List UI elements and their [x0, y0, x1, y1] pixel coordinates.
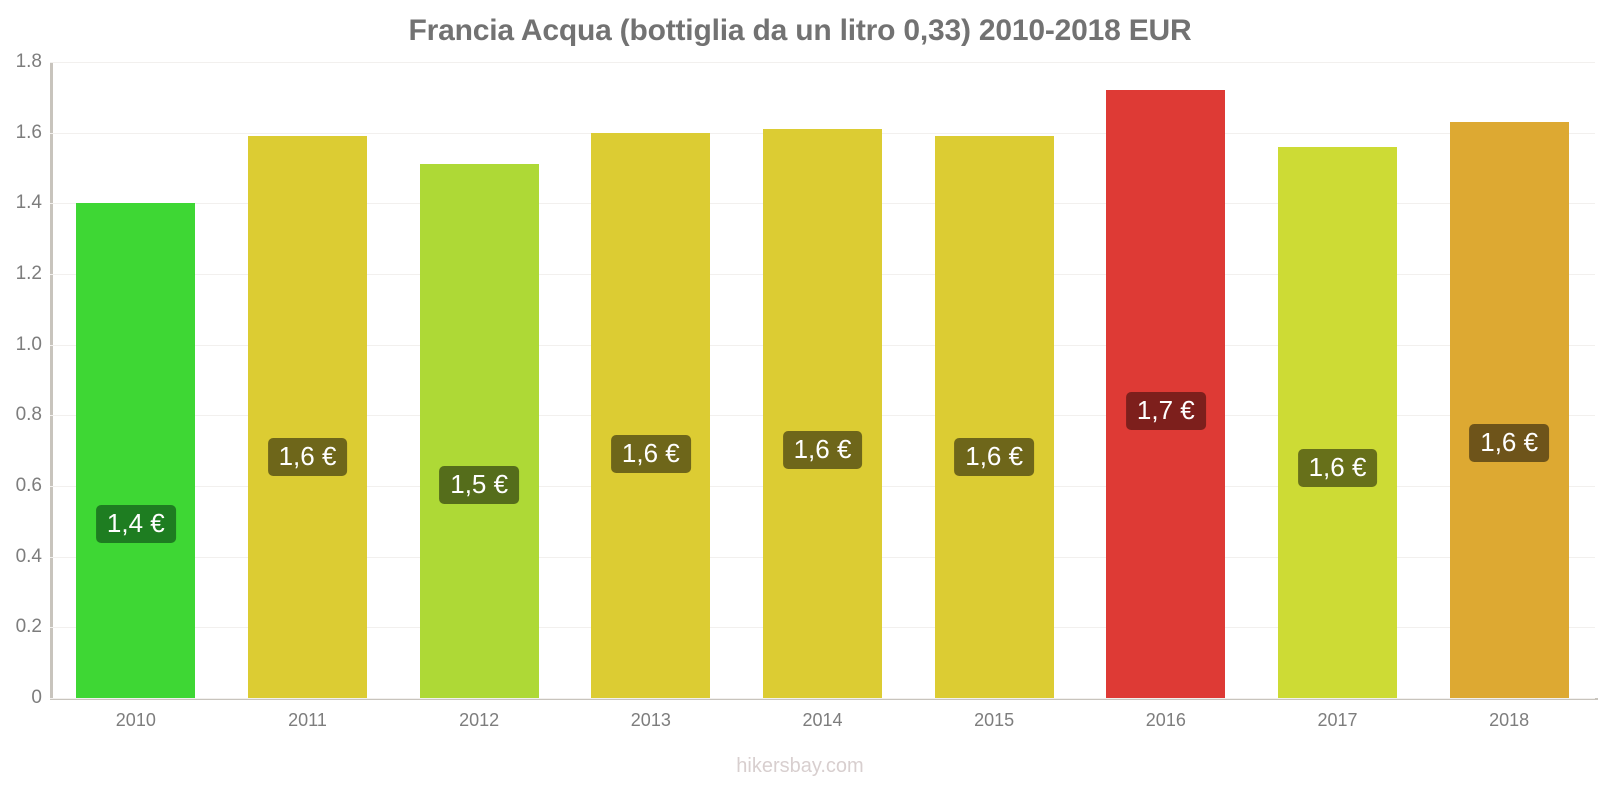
bar-value-label: 1,7 €: [1125, 392, 1206, 431]
x-axis-tick-label: 2018: [1489, 710, 1530, 730]
footer-watermark: hikersbay.com: [736, 755, 864, 777]
x-axis-tick-label: 2016: [1145, 710, 1186, 730]
bar-value-label: 1,6 €: [782, 431, 863, 470]
gridline: [50, 62, 1595, 63]
y-axis-tick-label: 1.0: [15, 333, 42, 355]
y-axis-tick-label: 0: [31, 687, 42, 708]
bar-group[interactable]: 1,4 €: [76, 62, 196, 698]
bar-value-label: 1,6 €: [1469, 424, 1550, 463]
bar-group[interactable]: 1,6 €: [934, 62, 1054, 698]
bar-group[interactable]: 1,6 €: [763, 62, 882, 698]
bar[interactable]: [419, 164, 539, 698]
y-axis-tick-label: 0.2: [15, 616, 42, 638]
bar[interactable]: [1278, 146, 1397, 698]
bar[interactable]: [248, 136, 367, 698]
y-axis-tick-label: 1.4: [15, 192, 42, 214]
bar-group[interactable]: 1,6 €: [591, 62, 711, 698]
y-axis-line: [50, 62, 53, 700]
bar-value-label: 1,4 €: [95, 505, 176, 544]
x-axis-tick-label: 2012: [459, 710, 500, 730]
bar[interactable]: [763, 129, 882, 698]
bar-group[interactable]: 1,5 €: [419, 62, 539, 698]
bar-value-label: 1,6 €: [954, 438, 1035, 477]
bar[interactable]: [591, 132, 711, 698]
x-axis-tick-label: 2014: [802, 710, 843, 730]
bar[interactable]: [1449, 122, 1569, 698]
plot-area: 0 0.2 0.4 0.6 0.8 1.0 1.2 1.4 1.6 1.8 1,4 €1,6 €1…: [16, 51, 1595, 708]
bar-value-label: 1,6 €: [610, 434, 691, 473]
bar-value-label: 1,6 €: [267, 438, 348, 477]
x-axis-tick-label: 2010: [115, 710, 156, 730]
gridline: [50, 698, 1595, 699]
y-axis-tick-label: 0.8: [15, 404, 42, 426]
x-axis-line: [50, 698, 1598, 700]
bar-group[interactable]: 1,7 €: [1106, 62, 1226, 698]
y-axis-tick-label: 0.6: [15, 475, 42, 496]
x-axis-tick-label: 2015: [974, 710, 1015, 730]
y-axis-tick-label: 0.4: [15, 545, 42, 567]
chart-title: Francia Acqua (bottiglia da un litro 0,3…: [408, 14, 1192, 47]
y-axis-tick-label: 1.6: [15, 121, 42, 143]
bar-value-label: 1,6 €: [1297, 448, 1378, 487]
y-axis-tick-label: 1.2: [15, 263, 42, 284]
x-axis-tick-label: 2011: [288, 710, 327, 730]
x-axis-tick-label: 2013: [630, 710, 671, 730]
bar-group[interactable]: 1,6 €: [248, 62, 367, 698]
x-axis-tick-label: 2017: [1317, 710, 1358, 730]
bar[interactable]: [76, 203, 196, 698]
y-axis-tick-label: 1.8: [15, 51, 42, 72]
bar-group[interactable]: 1,6 €: [1449, 62, 1569, 698]
bar-group[interactable]: 1,6 €: [1278, 62, 1397, 698]
bar[interactable]: [934, 136, 1054, 698]
bars-layer: 1,4 € 1,6 € 1,5 € 1,6 € 1,6 € 1,6 € 1,7 € 1,6 €…: [50, 62, 1595, 698]
bar-value-label: 1,5 €: [439, 466, 520, 505]
